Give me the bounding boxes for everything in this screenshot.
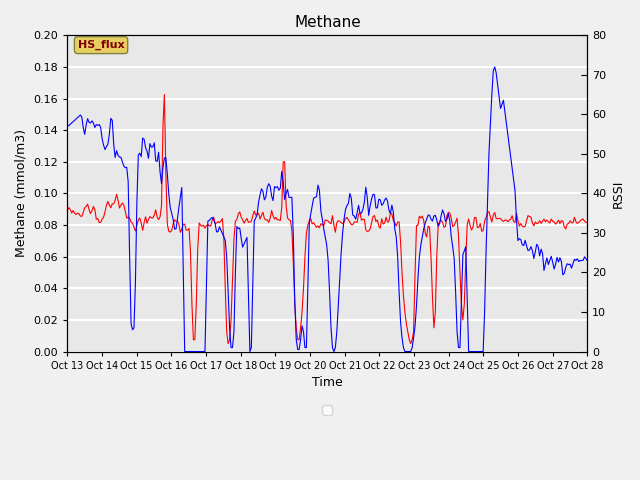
Title: Methane: Methane [294, 15, 361, 30]
Text: HS_flux: HS_flux [77, 40, 124, 50]
Y-axis label: Methane (mmol/m3): Methane (mmol/m3) [15, 130, 28, 257]
Legend:  [323, 405, 332, 415]
X-axis label: Time: Time [312, 376, 343, 389]
Y-axis label: RSSI: RSSI [612, 179, 625, 208]
